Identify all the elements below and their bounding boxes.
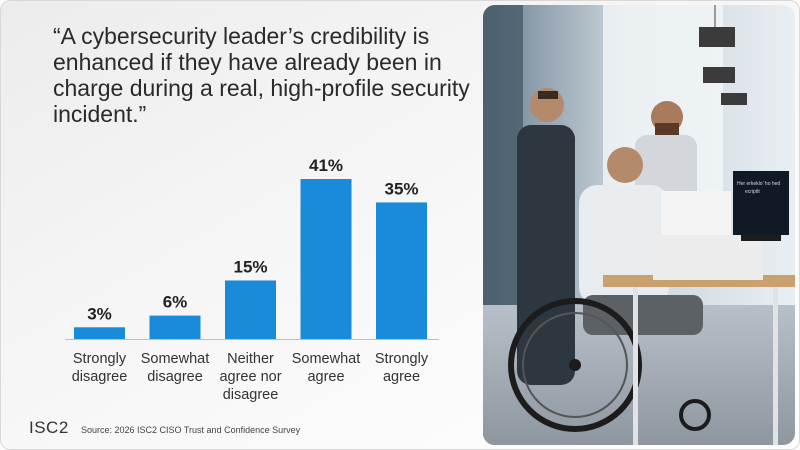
bar-chart: 3% Strongly disagree 6% Somewhat disagree 15% N… bbox=[65, 156, 439, 403]
monitor-text-1: Her erkeklo' ho hed bbox=[737, 181, 780, 187]
isc2-logo: ISC2 bbox=[29, 418, 69, 437]
office-photo-illustration: Her erkeklo' ho hed ecriptlt bbox=[483, 5, 795, 445]
office-photo: Her erkeklo' ho hed ecriptlt bbox=[483, 5, 795, 445]
value-label-1: 6% bbox=[163, 293, 188, 312]
value-label-2: 15% bbox=[233, 257, 267, 276]
value-label-3: 41% bbox=[309, 156, 343, 175]
value-label-4: 35% bbox=[384, 179, 418, 198]
value-label-0: 3% bbox=[87, 304, 112, 323]
bar-0 bbox=[74, 327, 125, 339]
category-label-3: Somewhat agree bbox=[292, 351, 361, 385]
bar-2 bbox=[225, 280, 276, 339]
quote-title: “A cybersecurity leader’s credibility is… bbox=[53, 23, 470, 127]
bar-4 bbox=[376, 202, 427, 339]
category-label-1: Somewhat disagree bbox=[141, 351, 210, 385]
category-label-2: Neither agree nor disagree bbox=[219, 351, 281, 403]
bar-3 bbox=[300, 179, 352, 339]
monitor-text-2: ecriptlt bbox=[745, 189, 760, 195]
source-note: Source: 2026 ISC2 CISO Trust and Confide… bbox=[81, 425, 301, 435]
bar-1 bbox=[149, 315, 201, 339]
category-label-4: Strongly agree bbox=[375, 351, 429, 385]
category-label-0: Strongly disagree bbox=[72, 351, 128, 385]
